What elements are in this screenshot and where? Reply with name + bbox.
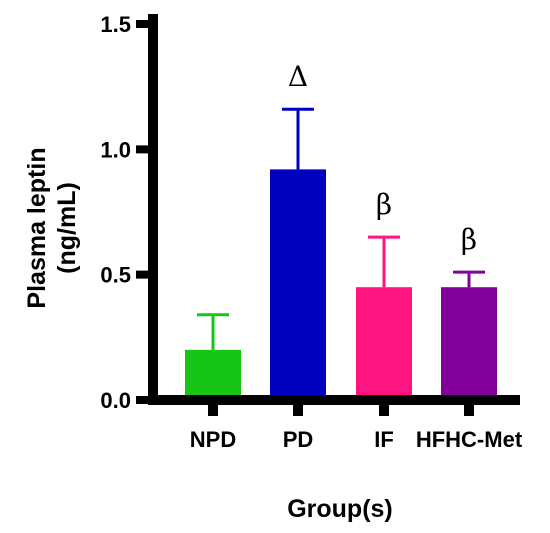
significance-mark-hfhc-met: β <box>461 223 477 256</box>
x-tick-label-hfhc-met: HFHC-Met <box>416 427 523 452</box>
x-tick-label-npd: NPD <box>190 427 236 452</box>
y-tick-label-1: 0.5 <box>100 263 131 288</box>
y-axis-title-line2: (ng/mL) <box>53 182 81 274</box>
error-bars-layer <box>197 107 485 350</box>
bar-hfhc-met <box>441 287 497 400</box>
y-tick-label-2: 1.0 <box>100 137 131 162</box>
y-tick-label-0: 0.0 <box>100 388 131 413</box>
bar-pd <box>270 169 326 400</box>
bar-npd <box>185 349 241 400</box>
y-tick-label-3: 1.5 <box>100 12 131 37</box>
y-axis-title-line1: Plasma leptin <box>23 147 51 308</box>
bars-layer <box>185 169 497 400</box>
y-ticks-layer: 0.0 0.5 1.0 1.5 <box>100 12 158 413</box>
x-tick-label-pd: PD <box>283 427 314 452</box>
y-axis-title: Plasma leptin (ng/mL) <box>23 147 81 308</box>
annotations-layer: Δβ β <box>288 60 477 256</box>
x-ticks-layer: NPD PD IF HFHC-Met <box>190 400 523 452</box>
bar-if <box>356 287 412 400</box>
significance-mark-if: β <box>376 188 392 221</box>
significance-mark-pd: Δ <box>288 60 308 93</box>
x-axis-title: Group(s) <box>287 495 393 523</box>
x-tick-label-if: IF <box>374 427 394 452</box>
